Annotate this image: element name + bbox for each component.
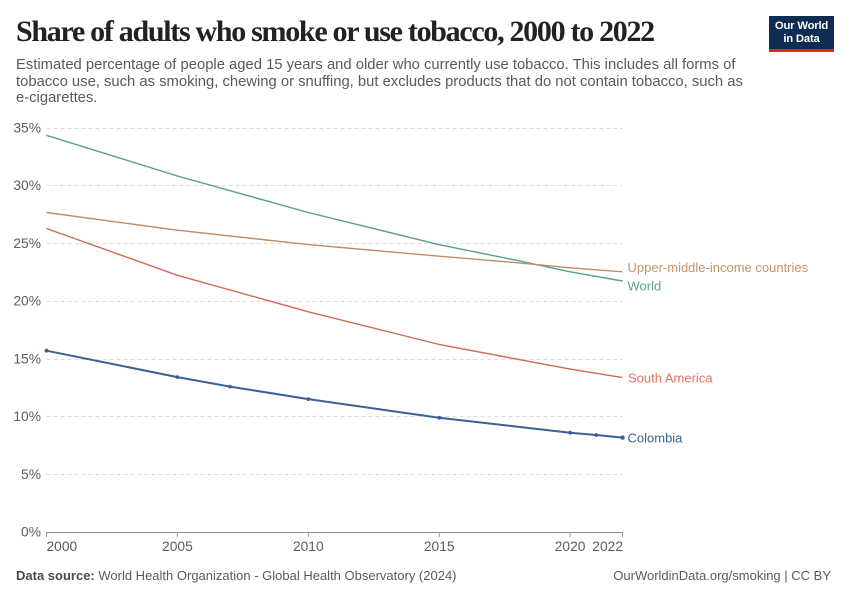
svg-text:0%: 0% [21,525,41,540]
svg-text:2020: 2020 [555,539,586,554]
svg-text:2022: 2022 [592,539,623,554]
svg-text:2015: 2015 [424,539,455,554]
svg-text:South America: South America [628,370,713,385]
svg-text:2005: 2005 [162,539,193,554]
svg-text:15%: 15% [13,351,41,366]
svg-text:World: World [628,279,662,294]
svg-text:25%: 25% [13,236,41,251]
svg-text:35%: 35% [13,121,41,136]
svg-text:2010: 2010 [293,539,324,554]
svg-text:2000: 2000 [47,539,78,554]
svg-text:Upper-middle-income countries: Upper-middle-income countries [628,260,809,275]
svg-text:10%: 10% [13,409,41,424]
svg-text:5%: 5% [21,467,41,482]
svg-text:Colombia: Colombia [628,430,684,445]
svg-text:20%: 20% [13,294,41,309]
svg-text:30%: 30% [13,178,41,193]
